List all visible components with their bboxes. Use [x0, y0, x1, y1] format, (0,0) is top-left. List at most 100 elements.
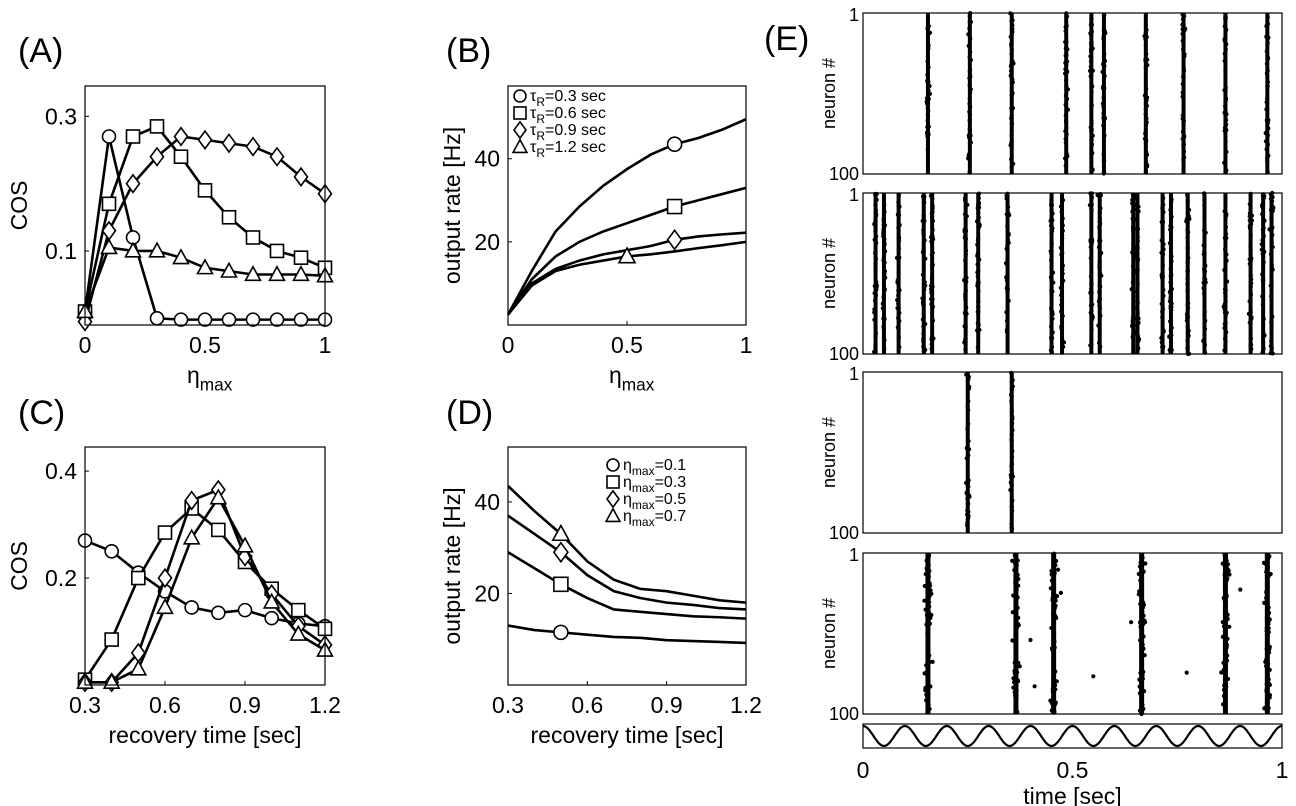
a-series-1-line: [83, 124, 326, 312]
e-raster-3-burst-4: [1219, 552, 1232, 714]
e-raster-1-spike: [1269, 218, 1274, 223]
e-raster-1-spike: [920, 296, 925, 301]
e-raster-1-burst-12: [1129, 192, 1137, 355]
e-raster-0-ytick-top: 1: [849, 5, 859, 25]
e-raster-0-spike: [1089, 142, 1095, 147]
e-raster-3-spike: [1053, 563, 1058, 568]
e-raster-0-spike: [1063, 136, 1068, 141]
a-series-0-point-9: [293, 312, 309, 327]
e-raster-0-spike: [926, 124, 931, 129]
e-raster-1-spike: [1248, 273, 1253, 278]
e-raster-0-burst-6: [1142, 13, 1150, 175]
e-raster-0-spike: [1009, 115, 1014, 121]
e-raster-3-spike: [1266, 626, 1271, 631]
e-raster-1-spike: [921, 213, 926, 218]
e-raster-1-spike: [1089, 195, 1094, 200]
e-raster-1-spike: [1096, 323, 1101, 328]
e-raster-0-spike: [1144, 162, 1150, 167]
e-raster-3-spike: [1013, 673, 1018, 679]
e-raster-2-spike: [965, 426, 970, 431]
e-raster-1-spike: [1135, 300, 1140, 305]
e-raster-1-spike: [922, 194, 927, 199]
e-raster-1-spike: [1059, 326, 1064, 331]
e-raster-1-spike: [975, 262, 980, 267]
e-raster-0-spike: [1088, 54, 1093, 59]
d-xtick-label-0: 0.3: [492, 692, 524, 718]
e-raster-3-spike: [1225, 653, 1230, 658]
e-raster-1-spike: [1160, 315, 1165, 320]
e-raster-0-spike: [1223, 14, 1228, 19]
e-raster-0-spike: [1064, 59, 1070, 64]
e-raster-0-spike: [925, 97, 930, 102]
e-raster-3-spike: [1141, 706, 1146, 711]
e-raster-1-burst-20: [1259, 192, 1267, 355]
e-raster-1-spike: [1059, 299, 1065, 304]
e-raster-3-spike: [1222, 683, 1227, 688]
e-raster-0-spike: [1224, 122, 1229, 127]
e-raster-1-spike: [872, 291, 877, 296]
e-raster-2: neuron # 1 100: [819, 364, 1283, 543]
e-raster-1-spike: [1161, 287, 1166, 292]
e-raster-1-spike: [895, 280, 900, 285]
e-raster-0-spike: [1101, 152, 1106, 157]
e-raster-0-spike: [1144, 152, 1150, 157]
e-raster-0-spike: [1088, 74, 1093, 79]
b-series-0-line: [506, 118, 747, 316]
e-raster-2-spike: [1009, 526, 1015, 532]
e-raster-3-spike: [1141, 634, 1146, 639]
e-raster-1-spike: [1005, 308, 1010, 313]
e-raster-0-spike: [1265, 80, 1270, 85]
e-raster-1-spike: [872, 317, 877, 322]
e-raster-0-spike: [1009, 76, 1014, 82]
e-raster-1-spike: [880, 301, 885, 306]
b-series-3-marker: [617, 246, 637, 264]
e-raster-0-spike: [1144, 121, 1149, 126]
e-raster-1-spike: [1097, 296, 1102, 301]
e-raster-1-spike: [1097, 210, 1102, 215]
e-raster-2-frame: [862, 371, 1283, 534]
e-raster-1-spike: [1260, 238, 1265, 243]
e-raster-1-spike: [1260, 212, 1265, 217]
e-raster-1-spike: [1270, 244, 1275, 250]
e-raster-1-spike: [1049, 258, 1054, 263]
e-raster-2-spike: [966, 421, 971, 426]
e-raster-2-spike: [1009, 386, 1014, 391]
e-raster-1-spike: [873, 208, 879, 213]
e-raster-1-spike: [1270, 314, 1275, 319]
e-raster-2-burst-0: [964, 372, 972, 533]
e-raster-2-spike: [965, 523, 970, 528]
e-raster-0-spike: [968, 49, 973, 54]
e-raster-3-spike: [1224, 615, 1229, 620]
e-raster-3-ytick-top: 1: [849, 545, 859, 565]
e-raster-3-spike: [927, 621, 933, 626]
e-raster-3-stray-spike: [1129, 620, 1134, 625]
e-raster-1-spike: [964, 279, 969, 284]
e-raster-1-spike: [1135, 239, 1140, 244]
e-raster-3-spike: [1014, 693, 1019, 698]
b-series-0-marker: [666, 136, 683, 152]
e-raster-2-spike: [967, 384, 972, 389]
e-raster-0-spike: [1266, 126, 1271, 131]
a-series-1-point-1: [101, 196, 117, 212]
e-raster-0-spike: [1181, 157, 1186, 163]
e-raster-1-burst-3: [920, 193, 928, 354]
e-raster-1-spike: [1222, 307, 1227, 312]
e-raster-1-spike: [1050, 270, 1056, 275]
e-raster-0-spike: [1265, 159, 1270, 164]
a-series-3-line: [83, 246, 326, 312]
e-raster-1-spike: [977, 327, 982, 332]
b-legend-label-1: τR=0.6 sec: [530, 105, 606, 126]
e-raster-1-spike: [1270, 203, 1275, 208]
a-series-3-point-9: [292, 265, 310, 282]
e-raster-3-spike: [922, 583, 927, 589]
e-raster-0-burst-5-band: [1101, 13, 1106, 174]
c-series-1-point-2: [131, 570, 146, 586]
e-raster-3-spike: [1140, 609, 1145, 615]
e-raster-3-spike: [1010, 638, 1015, 643]
e-raster-1-spike: [1159, 238, 1164, 243]
a-series-0-line: [83, 136, 325, 321]
a-series-1-point-3: [149, 119, 165, 134]
e-raster-1-spike: [930, 218, 936, 223]
e-raster-2-spike: [965, 404, 970, 409]
e-raster-1-spike: [977, 257, 982, 262]
